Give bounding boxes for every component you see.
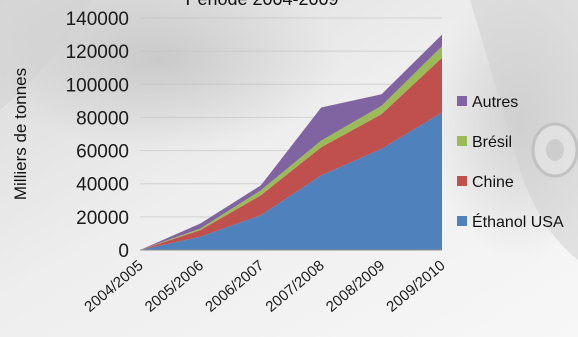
y-tick-label: 60000 <box>76 142 129 163</box>
legend: Autres Brésil Chine Éthanol USA <box>457 94 564 231</box>
legend-swatch <box>457 136 467 146</box>
x-tick-label: 2004/2005 <box>81 257 146 316</box>
x-tick-label: 2006/2007 <box>202 257 267 316</box>
legend-label: Éthanol USA <box>472 212 564 231</box>
y-axis-ticks: 140000 120000 100000 80000 60000 40000 20000 0 <box>66 9 129 262</box>
y-tick-label: 100000 <box>66 75 129 96</box>
x-tick-label: 2009/2010 <box>383 257 448 316</box>
x-tick-label: 2005/2006 <box>142 257 207 316</box>
y-tick-label: 140000 <box>66 9 129 30</box>
y-axis-title: Milliers de tonnes <box>11 68 30 200</box>
legend-swatch <box>457 176 467 186</box>
x-axis-ticks: 2004/20052005/20062006/20072007/20082008… <box>81 257 448 316</box>
y-tick-label: 20000 <box>76 208 129 229</box>
legend-label: Autres <box>472 94 518 111</box>
y-tick-label: 120000 <box>66 42 129 63</box>
area-series-group <box>140 34 442 251</box>
legend-label: Brésil <box>472 134 512 151</box>
legend-label: Chine <box>472 174 514 191</box>
x-tick-label: 2007/2008 <box>263 257 328 316</box>
legend-swatch <box>457 96 467 106</box>
y-tick-label: 0 <box>118 241 129 262</box>
area--thanol-usa <box>140 112 442 250</box>
legend-swatch <box>457 216 467 226</box>
x-tick-label: 2008/2009 <box>323 257 388 316</box>
y-tick-label: 40000 <box>76 175 129 196</box>
y-tick-label: 80000 <box>76 108 129 129</box>
chart-title: Période 2004-2009 <box>185 0 338 9</box>
